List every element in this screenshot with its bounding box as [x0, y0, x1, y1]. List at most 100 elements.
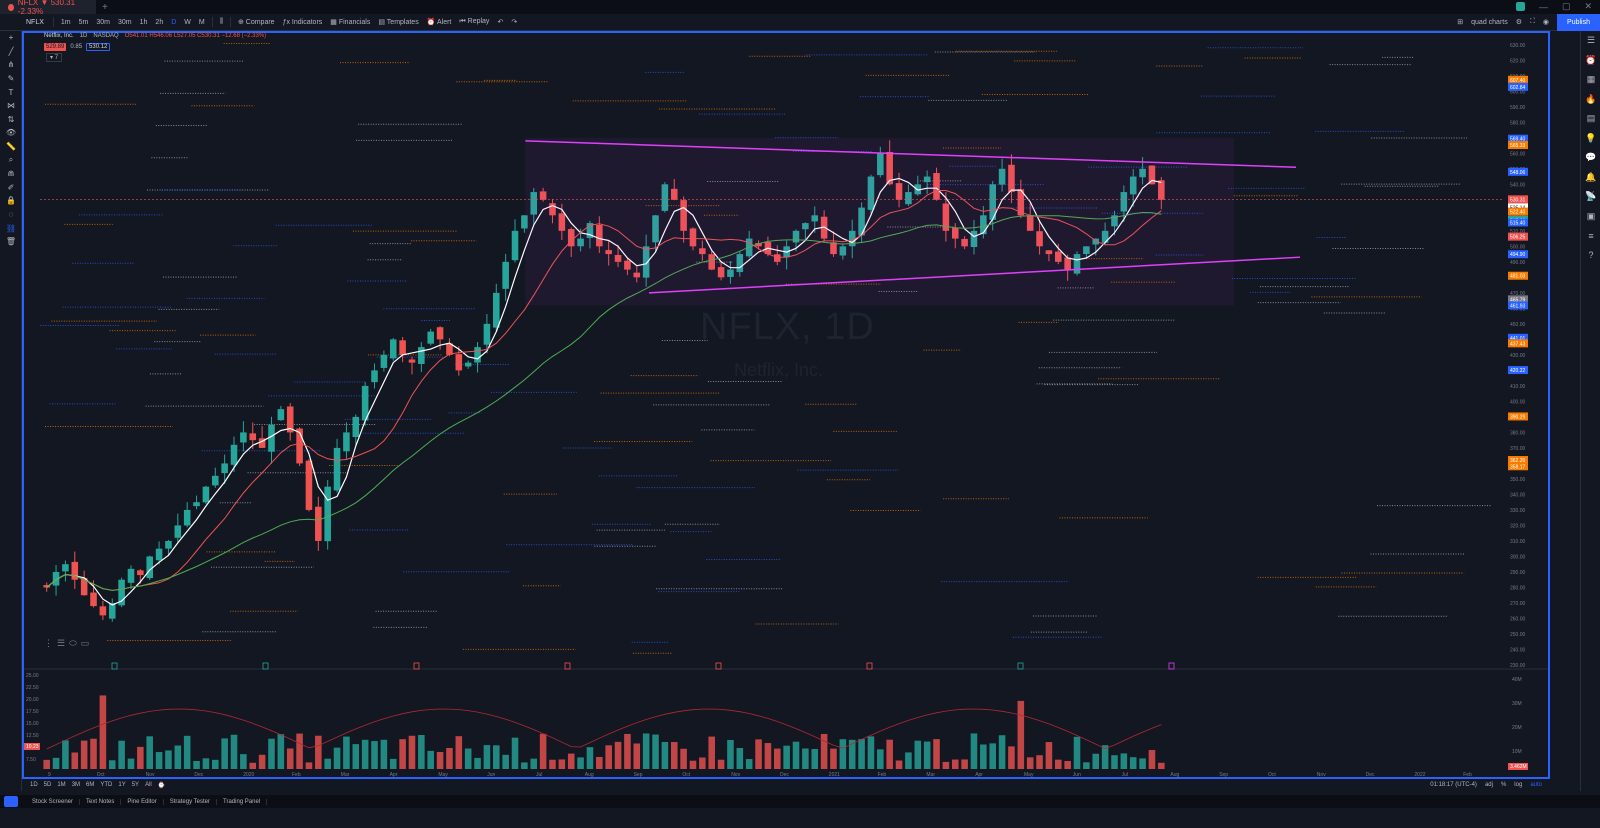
- close-icon[interactable]: ✕: [1584, 1, 1592, 11]
- earnings-marker: [715, 662, 722, 670]
- tab-stock-screener[interactable]: Stock Screener: [26, 798, 81, 805]
- compare-button[interactable]: ⊕ Compare: [237, 19, 275, 26]
- interval-1h[interactable]: 1h: [139, 18, 148, 26]
- interval-1m[interactable]: 1m: [60, 18, 71, 26]
- fullscreen-icon[interactable]: ⛶: [1530, 18, 1535, 25]
- sell-button[interactable]: 529.89: [44, 43, 67, 51]
- log-toggle[interactable]: log: [1514, 782, 1523, 788]
- time-tick-label: 2021: [829, 772, 840, 777]
- indicators-button[interactable]: ƒx Indicators: [282, 18, 323, 26]
- pattern-icon[interactable]: ⋈: [7, 101, 15, 111]
- auto-toggle[interactable]: auto: [1530, 782, 1542, 788]
- indicators-label: Indicators: [291, 18, 323, 26]
- chart-type-icon[interactable]: ⫼: [219, 18, 223, 25]
- time-tick-label: Dec: [780, 772, 789, 777]
- price-badge: [1508, 412, 1528, 421]
- range-5d[interactable]: 5D: [43, 782, 52, 788]
- symbol-name[interactable]: Netflix, Inc.: [44, 33, 74, 39]
- help-icon[interactable]: ?: [1588, 250, 1594, 261]
- note-icon[interactable]: ☰: [57, 637, 66, 648]
- range-ytd[interactable]: YTD: [100, 782, 113, 788]
- candle-body: [895, 183, 903, 200]
- range-1m[interactable]: 1M: [57, 782, 66, 788]
- order-panel-icon[interactable]: ≡: [1588, 230, 1594, 241]
- brush-icon[interactable]: ✎: [7, 74, 15, 84]
- replay-button[interactable]: ⏮ Replay: [459, 18, 490, 25]
- interval-2h[interactable]: 2h: [155, 18, 164, 26]
- maximize-icon[interactable]: ▢: [1561, 1, 1571, 11]
- range-1d[interactable]: 1D: [30, 782, 38, 788]
- streams-icon[interactable]: 📡: [1585, 191, 1597, 202]
- publish-button[interactable]: Publish: [1557, 13, 1600, 31]
- chart-tab[interactable]: NFLX ▼ 530.31 -2.33%: [0, 0, 96, 16]
- sync-drawing-icon[interactable]: ⛓: [5, 223, 17, 233]
- range-6m[interactable]: 6M: [86, 782, 95, 788]
- interval-d[interactable]: D: [171, 18, 177, 26]
- goto-date-icon[interactable]: ⌚: [157, 782, 166, 789]
- lock-icon[interactable]: 🔒: [6, 196, 16, 206]
- eye-icon[interactable]: 👁: [5, 128, 17, 138]
- camera-icon[interactable]: ◉: [1542, 19, 1550, 26]
- percent-toggle[interactable]: %: [1500, 782, 1507, 788]
- magnet-icon[interactable]: ⋒: [7, 169, 15, 179]
- interval-m[interactable]: M: [198, 18, 205, 26]
- rect-icon[interactable]: ▭: [80, 637, 90, 648]
- price-badge: [1508, 462, 1528, 471]
- data-window-icon[interactable]: ▦: [1586, 74, 1596, 85]
- interval-w[interactable]: W: [184, 18, 191, 26]
- minimize-icon[interactable]: —: [1538, 1, 1548, 12]
- indicators-toggle[interactable]: ▾ 7: [46, 53, 63, 62]
- financials-button[interactable]: ▦ Financials: [330, 19, 371, 26]
- symbol-search[interactable]: NFLX: [26, 18, 44, 26]
- trendline-icon[interactable]: ╱: [8, 46, 14, 56]
- prediction-icon[interactable]: ⇅: [7, 114, 15, 124]
- calculator-icon[interactable]: ▣: [1586, 210, 1596, 221]
- templates-button[interactable]: ▤ Templates: [378, 19, 419, 26]
- interval-5m[interactable]: 5m: [78, 18, 89, 26]
- tab-pine-editor[interactable]: Pine Editor: [121, 798, 164, 805]
- alert-button[interactable]: ⏰ Alert: [426, 19, 452, 26]
- crosshair-icon[interactable]: +: [8, 33, 14, 43]
- alerts-icon[interactable]: ⏰: [1585, 54, 1597, 65]
- calendar-icon[interactable]: ▤: [1586, 113, 1596, 124]
- ruler-icon[interactable]: 📏: [6, 142, 16, 152]
- stay-drawing-icon[interactable]: ✐: [7, 182, 15, 192]
- trash-icon[interactable]: 🗑: [5, 237, 17, 247]
- settings-icon[interactable]: ⚙: [1515, 19, 1523, 26]
- time-tick-label: Mar: [341, 772, 350, 777]
- layout-name[interactable]: quad charts: [1471, 18, 1508, 26]
- tv-logo-icon[interactable]: [4, 796, 18, 807]
- tab-trading-panel[interactable]: Trading Panel: [217, 798, 268, 805]
- layout-icon[interactable]: ⊞: [1457, 19, 1464, 26]
- chat-icon[interactable]: 💬: [1585, 152, 1597, 163]
- range-all[interactable]: All: [145, 782, 152, 788]
- undo-icon[interactable]: ↶: [497, 19, 504, 26]
- volume-bar: [1101, 745, 1109, 769]
- range-5y[interactable]: 5Y: [131, 782, 140, 788]
- interval-30m-a[interactable]: 30m: [96, 18, 110, 26]
- interval-30m-b[interactable]: 30m: [118, 18, 132, 26]
- watchlist-icon[interactable]: ☰: [1586, 35, 1596, 46]
- earnings-marker: [1168, 662, 1175, 670]
- hotlist-icon[interactable]: 🔥: [1585, 93, 1597, 104]
- new-tab-icon[interactable]: +: [102, 1, 108, 13]
- ideas-icon[interactable]: 💡: [1585, 132, 1597, 143]
- tab-text-notes[interactable]: Text Notes: [80, 798, 122, 805]
- volume-bar: [71, 752, 79, 769]
- range-1y[interactable]: 1Y: [118, 782, 126, 788]
- grip-icon[interactable]: ⋮: [44, 637, 53, 648]
- ellipse-icon[interactable]: ⬭: [69, 637, 77, 648]
- adj-toggle[interactable]: adj: [1484, 782, 1493, 788]
- notifications-icon[interactable]: 🔔: [1585, 171, 1597, 182]
- tab-strategy-tester[interactable]: Strategy Tester: [164, 798, 217, 805]
- redo-icon[interactable]: ↷: [511, 19, 518, 26]
- pitchfork-icon[interactable]: ⋔: [7, 60, 15, 70]
- text-icon[interactable]: T: [8, 87, 14, 97]
- range-3m[interactable]: 3M: [71, 782, 81, 788]
- hide-icon[interactable]: ◌: [8, 210, 14, 220]
- chart-canvas[interactable]: 630.00620.00610.00600.00590.00580.00570.…: [24, 33, 1548, 777]
- clock[interactable]: 01:18:17 (UTC-4): [1430, 782, 1477, 788]
- window-controls: — ▢ ✕: [1515, 1, 1592, 12]
- zoom-in-icon[interactable]: ⌕: [8, 155, 14, 165]
- buy-button[interactable]: 530.12: [86, 43, 111, 51]
